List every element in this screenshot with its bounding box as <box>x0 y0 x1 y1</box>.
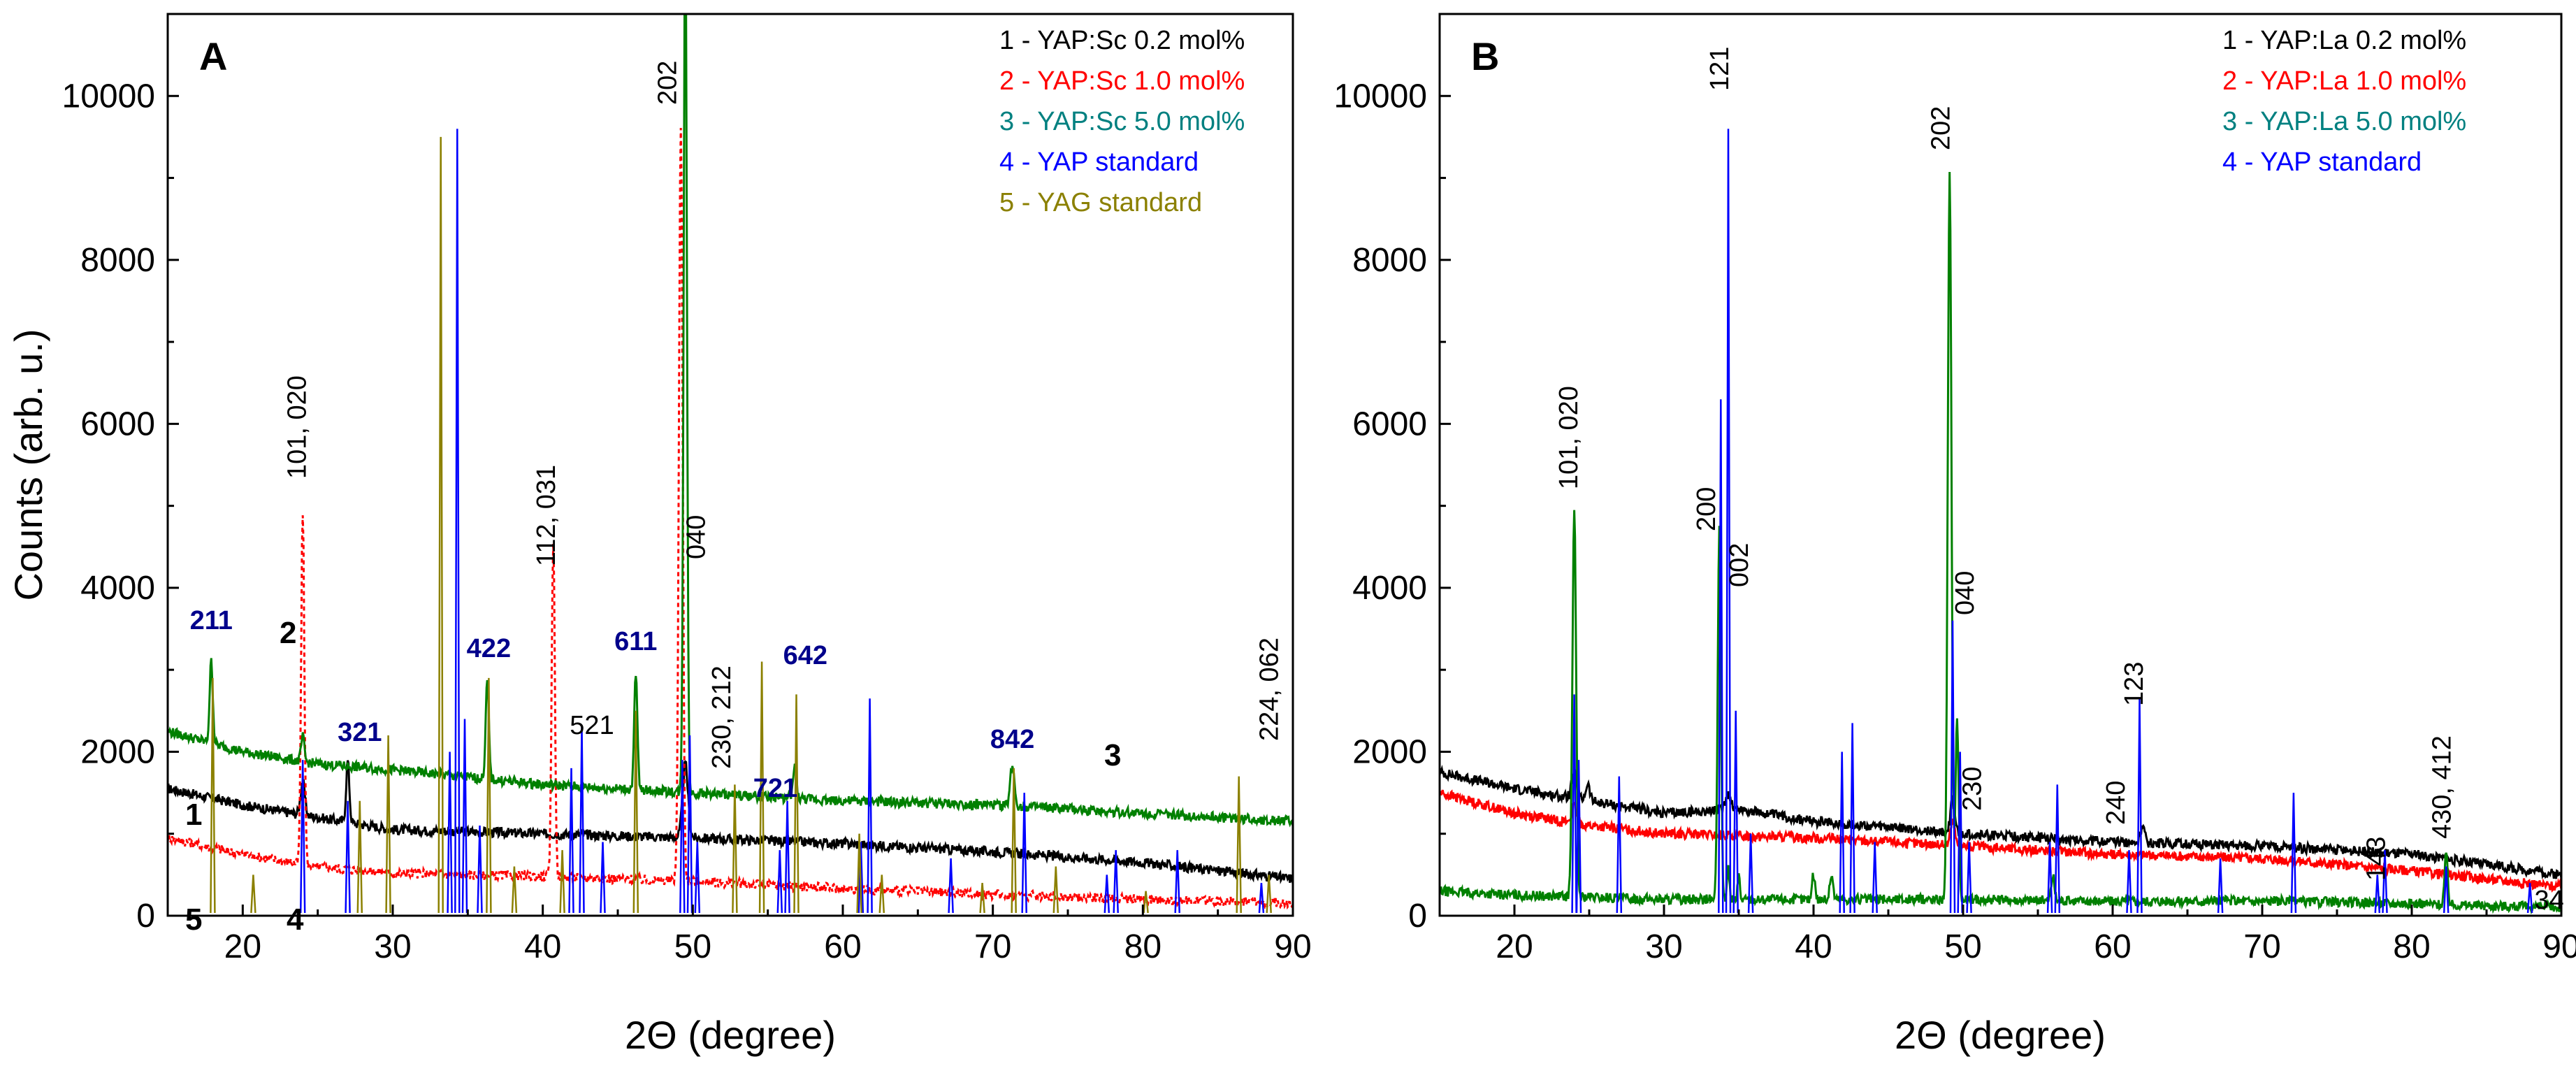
y-tick-label: 8000 <box>80 242 155 279</box>
peak-label: 321 <box>338 718 382 747</box>
panel-a-series <box>166 13 1294 914</box>
curve-number-label: 1 <box>185 798 202 832</box>
curve-number-label: 3 <box>1104 738 1121 772</box>
peak-label: 112, 031 <box>532 465 561 566</box>
x-tick-label: 60 <box>2094 928 2131 965</box>
peak-label: 430, 412 <box>2428 735 2457 839</box>
curve-number-label: 4 <box>287 902 304 937</box>
legend-entry: 2 - YAP:La 1.0 mol% <box>2222 66 2466 96</box>
x-tick-label: 80 <box>1124 928 1162 965</box>
peak-label: 34 <box>2534 886 2563 915</box>
peak-label: 642 <box>783 641 827 670</box>
series-2-line <box>1438 789 2563 893</box>
peak-label: 202 <box>1927 106 1956 150</box>
legend-entry: 1 - YAP:La 0.2 mol% <box>2222 26 2466 55</box>
peak-label: 230 <box>1958 767 1988 811</box>
x-tick-label: 40 <box>1795 928 1832 965</box>
peak-label: 101, 020 <box>283 375 312 479</box>
panel-b-frame <box>1438 13 2563 917</box>
panel-b-ticks: 20 30 40 50 60 70 80 90 0 2000 4000 6000 8000 10000 <box>1334 78 2576 965</box>
x-tick-label: 70 <box>2243 928 2280 965</box>
peak-label: 842 <box>990 725 1034 754</box>
panel-b-x-axis-label: 2Θ (degree) <box>1895 1013 2106 1057</box>
peak-label: 121 <box>1705 47 1735 91</box>
panel-a-x-axis-label: 2Θ (degree) <box>625 1013 836 1057</box>
peak-label: 611 <box>614 627 657 656</box>
y-tick-label: 4000 <box>80 570 155 607</box>
peak-label: 040 <box>682 515 711 559</box>
x-tick-label: 50 <box>1944 928 1981 965</box>
x-tick-label: 30 <box>374 928 411 965</box>
series-5-sticks <box>210 136 1272 914</box>
legend-entry: 2 - YAP:Sc 1.0 mol% <box>999 66 1245 96</box>
y-tick-label: 6000 <box>80 405 155 442</box>
y-tick-label: 2000 <box>1352 733 1427 770</box>
peak-label: 101, 020 <box>1554 386 1584 489</box>
x-tick-label: 40 <box>524 928 561 965</box>
peak-label: 123 <box>2120 662 2149 706</box>
x-tick-label: 90 <box>2542 928 2576 965</box>
peak-label: 143 <box>2362 837 2392 881</box>
x-tick-label: 20 <box>1496 928 1533 965</box>
peak-label: 230, 212 <box>707 665 737 769</box>
panel-b-letter: B <box>1471 34 1499 78</box>
legend-entry: 3 - YAP:Sc 5.0 mol% <box>999 107 1245 136</box>
y-tick-label: 0 <box>136 898 155 935</box>
y-tick-label: 0 <box>1408 898 1427 935</box>
curve-number-label: 2 <box>280 616 296 650</box>
peak-label: 224, 062 <box>1255 638 1285 741</box>
panel-b-series <box>1438 129 2563 914</box>
panel-b-legend: 1 - YAP:La 0.2 mol% 2 - YAP:La 1.0 mol% 3 … <box>2222 26 2466 177</box>
peak-label: 721 <box>753 774 797 803</box>
y-tick-label: 6000 <box>1352 405 1427 442</box>
panel-a-frame <box>166 13 1294 917</box>
series-3-line <box>1439 171 2563 914</box>
y-tick-label: 4000 <box>1352 570 1427 607</box>
y-tick-label: 2000 <box>80 733 155 770</box>
x-tick-label: 60 <box>824 928 861 965</box>
panel-a-legend: 1 - YAP:Sc 0.2 mol% 2 - YAP:Sc 1.0 mol% 3 … <box>999 26 1245 217</box>
y-tick-label: 8000 <box>1352 242 1427 279</box>
series-4-sticks <box>1571 129 2533 914</box>
peak-label: 200 <box>1692 487 1721 531</box>
peak-label: 521 <box>570 711 614 740</box>
peak-label: 240 <box>2101 781 2131 825</box>
x-tick-label: 30 <box>1645 928 1682 965</box>
y-tick-label: 10000 <box>62 78 155 115</box>
series-4-sticks <box>299 129 1265 914</box>
series-1-line <box>1438 765 2563 880</box>
legend-entry: 4 - YAP standard <box>2222 147 2422 177</box>
legend-entry: 1 - YAP:Sc 0.2 mol% <box>999 26 1245 55</box>
legend-entry: 3 - YAP:La 5.0 mol% <box>2222 107 2466 136</box>
series-1-line <box>167 760 1294 885</box>
peak-label: 211 <box>190 606 233 635</box>
x-tick-label: 20 <box>224 928 261 965</box>
x-tick-label: 90 <box>1274 928 1311 965</box>
y-tick-label: 10000 <box>1334 78 1427 115</box>
x-tick-label: 50 <box>674 928 711 965</box>
panel-b: 20 30 40 50 60 70 80 90 0 2000 4000 6000 8000 10000 1… <box>1334 13 2576 1057</box>
x-tick-label: 70 <box>974 928 1011 965</box>
x-tick-label: 80 <box>2393 928 2430 965</box>
panel-a-letter: A <box>199 34 227 78</box>
peak-label: 202 <box>653 61 683 105</box>
panel-a-y-axis-label: Counts (arb. u.) <box>6 329 50 600</box>
peak-label: 040 <box>1951 571 1980 615</box>
legend-entry: 5 - YAG standard <box>999 188 1202 217</box>
peak-label: 002 <box>1725 543 1754 587</box>
curve-number-label: 5 <box>185 902 202 937</box>
peak-label: 422 <box>467 634 511 663</box>
series-3-line <box>166 13 1294 828</box>
legend-entry: 4 - YAP standard <box>999 147 1199 177</box>
